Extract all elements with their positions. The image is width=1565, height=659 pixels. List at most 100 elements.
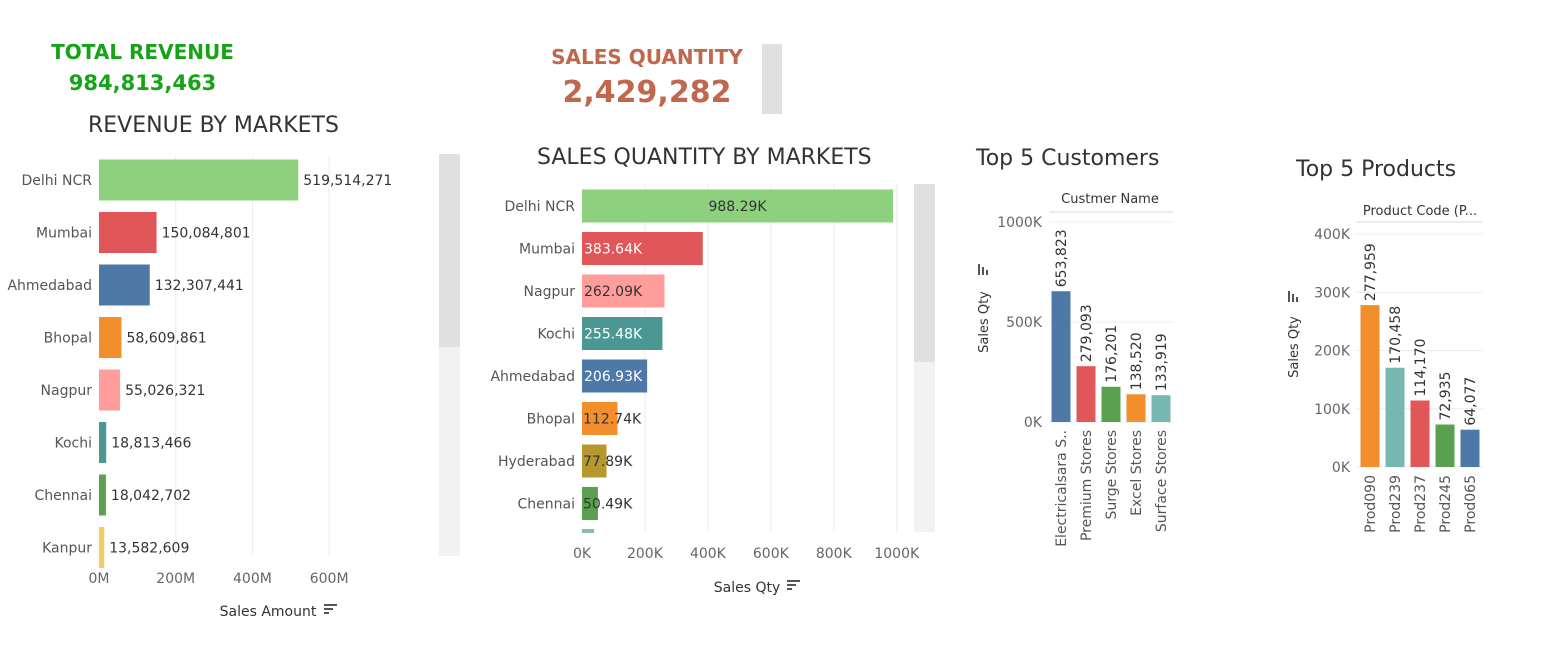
top5_customers-category-label: Surface Stores: [1154, 430, 1170, 532]
sales_qty_by_markets-x-tick-label: 0K: [573, 546, 592, 562]
revenue_by_markets-category-label: Nagpur: [41, 383, 93, 399]
top5_customers-data-label: 176,201: [1104, 325, 1120, 383]
top5_products-y-tick-label: 300K: [1314, 285, 1351, 301]
top5_products-data-label: 114,170: [1413, 339, 1429, 397]
top5_customers-data-label: 133,919: [1154, 333, 1170, 391]
revenue_by_markets-data-label: 13,582,609: [109, 541, 189, 557]
revenue_by_markets-data-label: 18,042,702: [111, 488, 191, 504]
total-revenue-value: 984,813,463: [68, 71, 217, 95]
revenue_by_markets-data-label: 58,609,861: [126, 331, 206, 347]
revenue_by_markets-category-label: Delhi NCR: [22, 173, 93, 189]
top-products-title: Top 5 Products: [1296, 157, 1457, 182]
top5_products-data-label: 72,935: [1438, 372, 1454, 421]
sales_qty_by_markets-axis-title: Sales Qty: [714, 580, 781, 596]
top5_products-column-header: Product Code (P...: [1363, 204, 1477, 219]
sales_qty_by_markets-bar: [582, 189, 894, 223]
top5_customers-y-tick-label: 0K: [1024, 415, 1043, 431]
top5_products-y-tick-label: 200K: [1314, 344, 1351, 360]
sales_qty_by_markets-data-label: 77.89K: [583, 454, 633, 470]
sales_qty_by_markets-data-label: 988.29K: [708, 199, 767, 215]
revenue_by_markets-data-label: 519,514,271: [303, 173, 392, 189]
sales-quantity-label: SALES QUANTITY: [551, 45, 743, 69]
top5_customers-y-tick-label: 1000K: [997, 215, 1043, 231]
revenue_by_markets-bar: [99, 422, 107, 463]
top5_products-category-label: Prod239: [1388, 475, 1404, 533]
revenue_by_markets-x-tick-label: 200M: [156, 571, 195, 587]
sales_qty_by_markets-category-label: Hyderabad: [498, 454, 575, 470]
top5_customers-category-label: Premium Stores: [1079, 430, 1095, 541]
sales_qty_by_markets-category-label: Ahmedabad: [490, 369, 575, 385]
sales_qty_by_markets-x-tick-label: 1000K: [874, 546, 920, 562]
top5_products-sort-icon[interactable]: [1288, 291, 1298, 302]
revenue_by_markets-category-label: Kochi: [54, 436, 92, 452]
revenue-chart-scrollbar-thumb[interactable]: [439, 154, 460, 347]
qty-chart-scrollbar-thumb[interactable]: [914, 184, 935, 362]
sales_qty_by_markets-x-tick-label: 200K: [627, 546, 664, 562]
sales_qty_by_markets-data-label: 262.09K: [584, 284, 643, 300]
sales_qty_by_markets-bar: [582, 359, 648, 393]
revenue_by_markets-category-label: Mumbai: [36, 226, 92, 242]
revenue_by_markets-category-label: Kanpur: [42, 541, 92, 557]
kpi-scrollbar[interactable]: [762, 44, 782, 114]
sales_qty_by_markets-category-label: Mumbai: [519, 242, 575, 258]
top5_customers-category-label: Electricalsara S..: [1054, 430, 1070, 547]
top5_products-bar: [1435, 424, 1455, 467]
sales_qty_by_markets-sort-icon[interactable]: [787, 580, 800, 590]
sales_qty_by_markets-category-label: Kochi: [537, 327, 575, 343]
top5_products-data-label: 64,077: [1463, 377, 1479, 426]
top5_customers-bar: [1101, 386, 1121, 422]
revenue_by_markets-bar: [99, 159, 299, 201]
top5_customers-axis-title: Sales Qty: [977, 291, 992, 353]
sales_qty_by_markets-bar: [582, 402, 618, 435]
top5_customers-data-label: 138,520: [1129, 332, 1145, 390]
revenue_by_markets-bar: [99, 474, 106, 516]
sales_qty_by_markets-data-label: 383.64K: [584, 242, 643, 258]
sales-qty-by-markets-title: SALES QUANTITY BY MARKETS: [537, 145, 872, 170]
top5_products-data-label: 277,959: [1363, 243, 1379, 301]
top5_products-bar: [1460, 429, 1480, 467]
sales_qty_by_markets-bar-partial: [582, 529, 594, 533]
revenue_by_markets-bar: [99, 527, 105, 568]
revenue-chart-scrollbar[interactable]: [439, 154, 460, 556]
qty-chart-scrollbar[interactable]: [914, 184, 935, 532]
top5_products-category-label: Prod090: [1363, 475, 1379, 533]
revenue_by_markets-sort-icon[interactable]: [324, 604, 337, 614]
revenue_by_markets-x-tick-label: 600M: [310, 571, 349, 587]
top5_products-bar: [1360, 305, 1380, 467]
top5_customers-bar: [1076, 366, 1096, 422]
top5_customers-y-tick-label: 500K: [1006, 315, 1043, 331]
revenue-by-markets-title: REVENUE BY MARKETS: [88, 113, 339, 138]
revenue_by_markets-x-tick-label: 0M: [89, 571, 110, 587]
sales_qty_by_markets-bar: [582, 317, 663, 350]
top-customers-title: Top 5 Customers: [976, 146, 1160, 171]
sales_qty_by_markets-x-tick-label: 400K: [690, 546, 727, 562]
revenue_by_markets-data-label: 55,026,321: [125, 383, 205, 399]
revenue_by_markets-axis-title: Sales Amount: [220, 604, 317, 620]
top5_products-y-tick-label: 400K: [1314, 227, 1351, 243]
top5_products-bar: [1385, 367, 1405, 467]
top5_customers-category-label: Surge Stores: [1104, 430, 1120, 520]
top5_customers-data-label: 653,823: [1054, 229, 1070, 287]
sales_qty_by_markets-data-label: 50.49K: [583, 497, 633, 513]
sales_qty_by_markets-category-label: Nagpur: [524, 284, 576, 300]
revenue_by_markets-category-label: Chennai: [35, 488, 92, 504]
top5_customers-sort-icon[interactable]: [978, 264, 988, 275]
revenue_by_markets-bar: [99, 212, 157, 253]
sales_qty_by_markets-data-label: 255.48K: [584, 327, 643, 343]
sales_qty_by_markets-data-label: 206.93K: [584, 369, 643, 385]
sales_qty_by_markets-bar: [582, 444, 607, 478]
top5_customers-bar: [1051, 291, 1071, 422]
sales_qty_by_markets-category-label: Bhopal: [527, 412, 575, 428]
kpi-scrollbar-thumb[interactable]: [762, 44, 782, 114]
revenue_by_markets-category-label: Bhopal: [44, 331, 92, 347]
sales_qty_by_markets-x-tick-label: 800K: [816, 546, 853, 562]
revenue_by_markets-data-label: 132,307,441: [155, 278, 244, 294]
top5_products-category-label: Prod245: [1438, 475, 1454, 533]
revenue_by_markets-bar: [99, 264, 150, 306]
revenue_by_markets-data-label: 150,084,801: [162, 226, 251, 242]
sales_qty_by_markets-category-label: Chennai: [518, 497, 575, 513]
top5_customers-category-label: Excel Stores: [1129, 430, 1145, 516]
sales-quantity-value: 2,429,282: [562, 75, 732, 110]
sales_qty_by_markets-x-tick-label: 600K: [753, 546, 790, 562]
